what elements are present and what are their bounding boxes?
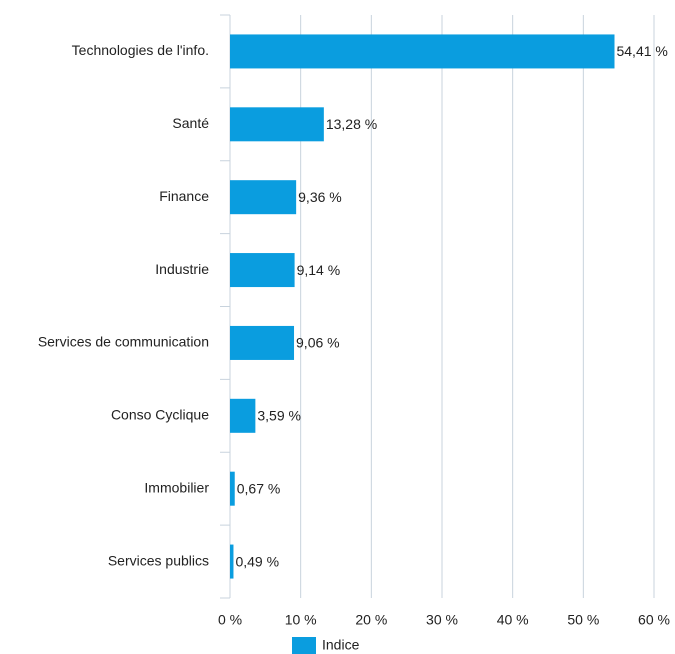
bar	[230, 544, 234, 579]
x-tick-label: 50 %	[567, 612, 599, 628]
value-label: 9,06 %	[296, 335, 340, 351]
value-label: 9,36 %	[298, 189, 342, 205]
value-label: 0,67 %	[237, 480, 281, 496]
y-tick-label: Services publics	[108, 552, 209, 568]
value-label: 3,59 %	[257, 408, 301, 424]
x-tick-label: 0 %	[218, 612, 242, 628]
y-tick-label: Immobilier	[144, 479, 209, 495]
value-label: 13,28 %	[326, 116, 377, 132]
y-tick-label: Technologies de l'info.	[72, 42, 209, 58]
value-label: 54,41 %	[616, 43, 667, 59]
legend-label: Indice	[322, 637, 360, 653]
y-tick-label: Industrie	[155, 261, 209, 277]
value-label: 0,49 %	[235, 553, 279, 569]
x-tick-label: 40 %	[497, 612, 529, 628]
bar	[230, 180, 297, 215]
bar	[230, 325, 295, 360]
bar	[230, 398, 256, 433]
x-tick-label: 10 %	[285, 612, 317, 628]
value-label: 9,14 %	[297, 262, 341, 278]
legend-swatch	[292, 637, 316, 654]
y-tick-label: Services de communication	[38, 334, 209, 350]
bar	[230, 107, 324, 142]
y-tick-label: Finance	[159, 188, 209, 204]
y-tick-label: Conso Cyclique	[111, 407, 209, 423]
bar	[230, 471, 235, 506]
bar	[230, 34, 615, 69]
x-tick-label: 30 %	[426, 612, 458, 628]
x-tick-label: 20 %	[355, 612, 387, 628]
bar	[230, 253, 295, 288]
x-tick-label: 60 %	[638, 612, 670, 628]
y-tick-label: Santé	[172, 115, 209, 131]
